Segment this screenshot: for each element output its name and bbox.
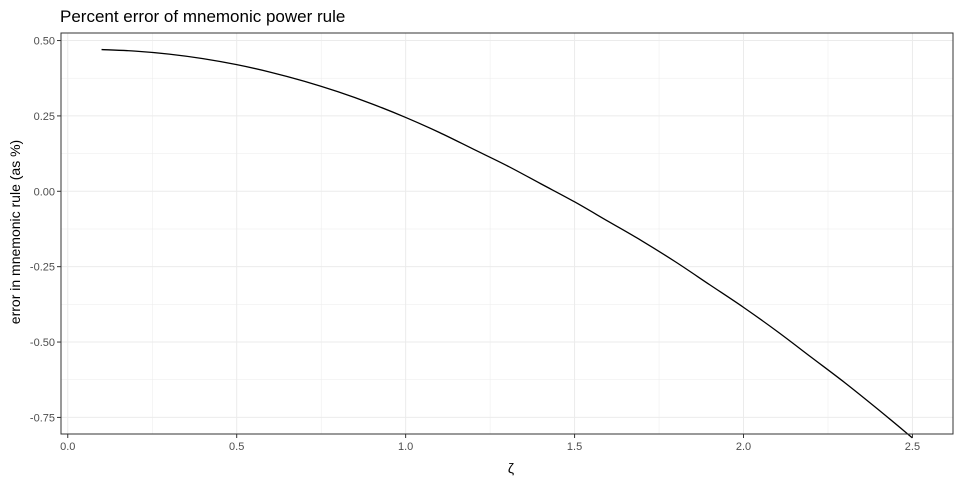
x-tick-label: 2.0 (736, 441, 751, 453)
panel-border (60, 32, 954, 435)
x-tick-label: 1.0 (398, 441, 413, 453)
y-tick-label: -0.50 (30, 337, 55, 349)
series-line (101, 48, 913, 439)
y-tick-label: 0.00 (34, 186, 55, 198)
x-tick-label: 0.0 (60, 441, 75, 453)
y-tick-label: -0.75 (30, 412, 55, 424)
minor-grid (61, 33, 953, 434)
y-axis-ticks: 0.50 0.25 0.00 -0.25 -0.50 -0.75 (30, 36, 61, 424)
x-tick-label: 1.5 (567, 441, 582, 453)
y-axis-title: error in mnemonic rule (as %) (7, 140, 23, 324)
plot-panel (60, 32, 954, 439)
y-tick-label: 0.25 (34, 111, 55, 123)
chart-title: Percent error of mnemonic power rule (60, 7, 345, 26)
y-tick-label: -0.25 (30, 262, 55, 274)
x-axis-title: ζ (508, 460, 514, 476)
x-axis-ticks: 0.0 0.5 1.0 1.5 2.0 2.5 (60, 434, 920, 453)
major-grid (61, 33, 953, 434)
y-tick-label: 0.50 (34, 36, 55, 48)
x-tick-label: 2.5 (905, 441, 920, 453)
panel-background (61, 33, 953, 434)
x-tick-label: 0.5 (229, 441, 244, 453)
